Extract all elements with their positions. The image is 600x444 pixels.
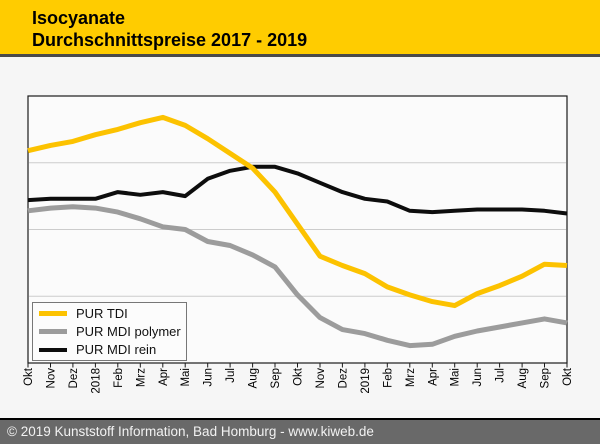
x-axis-label: Aug xyxy=(517,368,529,388)
chart-title-line2: Durchschnittspreise 2017 - 2019 xyxy=(32,30,308,50)
x-axis-label: Jul xyxy=(495,368,507,383)
price-line-chart: Okt Nov Dez 2018 Feb Mrz Apr Mai Jun Jul Aug Sep Okt… xyxy=(23,95,574,394)
x-axis-label: Jun xyxy=(472,368,484,387)
x-axis-label: Jun xyxy=(203,368,215,387)
x-axis-label: Dez xyxy=(337,368,349,389)
x-axis-label: Apr xyxy=(158,368,170,386)
x-axis-label: Feb xyxy=(382,368,394,388)
x-axis-label: 2019 xyxy=(360,368,372,394)
legend-swatch-pur-tdi-line xyxy=(39,311,67,316)
x-axis-label: Apr xyxy=(427,368,439,386)
x-axis-label: Okt xyxy=(23,367,35,386)
x-axis-label: Dez xyxy=(68,368,80,389)
x-axis-label: Mai xyxy=(450,368,462,387)
x-axis-label: Nov xyxy=(315,368,327,389)
x-axis-label: Mrz xyxy=(135,368,147,387)
chart-legend: PUR TDI PUR MDI polymer PUR MDI rein xyxy=(32,302,187,361)
series-line-pur-mdi-polymer xyxy=(27,204,568,349)
x-axis-label: 2018 xyxy=(90,368,102,394)
footer-separator xyxy=(0,418,600,420)
x-axis-label: Sep xyxy=(540,368,552,388)
x-axis-label: Okt xyxy=(293,367,305,386)
series-line-pur-mdi-rein xyxy=(27,164,568,216)
legend-label-pur-tdi: PUR TDI xyxy=(76,306,128,321)
copyright-text: © 2019 Kunststoff Information, Bad Hombu… xyxy=(7,424,374,439)
legend-swatch-pur-mdi-rein-line xyxy=(39,347,67,352)
x-axis-label: Feb xyxy=(113,368,125,388)
legend-label-pur-mdi-rein: PUR MDI rein xyxy=(76,342,157,357)
footer-bar: © 2019 Kunststoff Information, Bad Hombu… xyxy=(0,420,600,444)
chart-header: Isocyanate Durchschnittspreise 2017 - 20… xyxy=(0,0,600,57)
x-axis-label: Sep xyxy=(270,368,282,388)
legend-swatch-pur-mdi-polymer-line xyxy=(39,329,67,334)
x-axis-label: Nov xyxy=(46,368,58,389)
legend-item-pur-tdi: PUR TDI xyxy=(39,306,186,321)
legend-label-pur-mdi-polymer: PUR MDI polymer xyxy=(76,324,181,339)
x-axis-label: Mrz xyxy=(405,368,417,387)
x-axis-label: Okt xyxy=(562,367,574,386)
legend-item-pur-mdi-polymer: PUR MDI polymer xyxy=(39,324,186,339)
x-axis-label: Mai xyxy=(180,368,192,387)
legend-item-pur-mdi-rein: PUR MDI rein xyxy=(39,342,186,357)
x-axis-label: Aug xyxy=(248,368,260,388)
x-axis-label: Jul xyxy=(225,368,237,383)
chart-title-line1: Isocyanate xyxy=(32,8,126,28)
series-line-pur-tdi xyxy=(27,114,568,309)
